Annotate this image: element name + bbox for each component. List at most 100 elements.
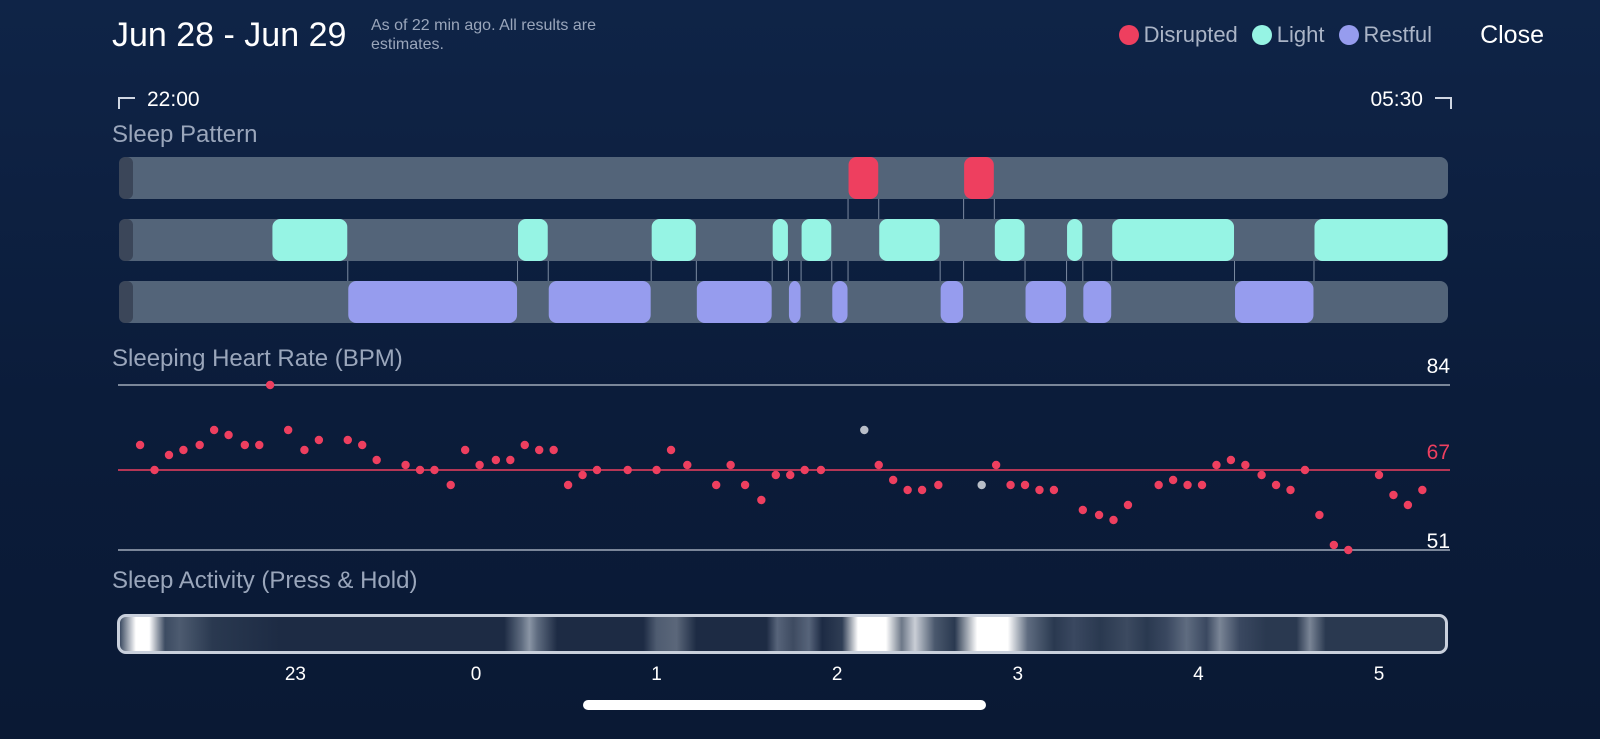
heart-rate-point xyxy=(1049,485,1059,495)
hour-tick-label: 5 xyxy=(1373,664,1385,685)
light-segment xyxy=(994,219,1025,261)
heart-rate-point xyxy=(1344,545,1353,555)
restful-dot-icon xyxy=(1338,25,1359,45)
hour-tick-label: 4 xyxy=(1193,664,1204,685)
heart-rate-point xyxy=(1329,540,1339,550)
heart-rate-point xyxy=(164,450,174,460)
hour-tick-label: 1 xyxy=(651,664,662,685)
sleep-pattern-chart xyxy=(119,157,1448,323)
sleep-activity-title: Sleep Activity (Press & Hold) xyxy=(112,567,418,594)
sleep-activity-bar[interactable] xyxy=(117,614,1448,654)
restful-segment xyxy=(1083,281,1112,323)
heart-rate-peak-point xyxy=(265,380,275,390)
heart-rate-point xyxy=(535,445,544,455)
heart-rate-point xyxy=(446,480,455,490)
heart-rate-title: Sleeping Heart Rate (BPM) xyxy=(112,345,403,372)
heart-rate-point xyxy=(683,460,692,470)
end-bracket-icon xyxy=(1435,97,1452,109)
heart-rate-point xyxy=(135,440,145,450)
heart-rate-point xyxy=(1257,470,1266,480)
legend-item-restful: Restful xyxy=(1338,22,1432,48)
light-dot-icon xyxy=(1251,25,1272,45)
heart-rate-point xyxy=(592,465,602,475)
heart-rate-point xyxy=(800,465,809,475)
disrupted-dot-icon xyxy=(1118,25,1139,45)
heart-rate-point xyxy=(1418,485,1427,495)
heart-rate-point xyxy=(786,470,795,480)
heart-rate-point xyxy=(757,495,766,505)
light-segment xyxy=(1067,219,1083,261)
light-segment xyxy=(879,219,940,261)
heart-rate-point xyxy=(314,435,324,445)
light-segment xyxy=(518,219,548,261)
legend: Disrupted Light Restful xyxy=(1118,22,1432,48)
legend-item-light: Light xyxy=(1251,22,1325,48)
restful-segment xyxy=(788,281,801,323)
heart-rate-point xyxy=(343,435,352,445)
heart-rate-point xyxy=(179,445,188,455)
heart-rate-point xyxy=(1197,480,1207,490)
heart-rate-point xyxy=(1315,510,1324,520)
heart-rate-point xyxy=(506,455,515,465)
light-segment xyxy=(772,219,788,261)
track-end-cap xyxy=(119,219,133,261)
heart-rate-gray-point xyxy=(860,425,869,435)
start-time-label: 22:00 xyxy=(147,88,200,111)
heart-rate-point xyxy=(255,440,264,450)
heart-rate-point xyxy=(578,470,587,480)
heart-rate-point xyxy=(1183,480,1192,490)
heart-rate-point xyxy=(300,445,309,455)
heart-rate-point xyxy=(652,465,661,475)
heart-rate-point xyxy=(415,465,425,475)
heart-rate-point xyxy=(1300,465,1310,475)
light-segment xyxy=(1314,219,1448,261)
light-segment xyxy=(272,219,348,261)
sleep-pattern-track xyxy=(119,157,1448,199)
heart-rate-point xyxy=(903,485,912,495)
heart-rate-min-label: 51 xyxy=(1426,530,1450,553)
heart-rate-point xyxy=(816,465,826,475)
heart-rate-point xyxy=(623,465,632,475)
heart-rate-chart xyxy=(118,380,1450,555)
heart-rate-max-label: 84 xyxy=(1426,355,1450,378)
home-indicator[interactable] xyxy=(583,700,986,710)
hour-tick-label: 2 xyxy=(831,664,843,685)
heart-rate-point xyxy=(1212,460,1221,470)
heart-rate-point xyxy=(520,440,529,450)
track-end-cap xyxy=(119,157,133,199)
heart-rate-point xyxy=(711,480,721,490)
heart-rate-point xyxy=(1006,480,1015,490)
heart-rate-point xyxy=(1078,505,1088,515)
heart-rate-point xyxy=(358,440,367,450)
heart-rate-point xyxy=(209,425,219,435)
heart-rate-point xyxy=(430,465,439,475)
legend-label-disrupted: Disrupted xyxy=(1143,22,1238,47)
heart-rate-point xyxy=(1154,480,1163,490)
end-time-label: 05:30 xyxy=(1370,88,1423,111)
heart-rate-point xyxy=(1123,500,1133,510)
restful-segment xyxy=(696,281,772,323)
heart-rate-point xyxy=(1168,475,1178,485)
heart-rate-point xyxy=(491,455,501,465)
legend-item-disrupted: Disrupted xyxy=(1118,22,1238,48)
heart-rate-point xyxy=(1389,490,1398,500)
heart-rate-point xyxy=(874,460,883,470)
heart-rate-point xyxy=(460,445,470,455)
disrupted-segment xyxy=(964,157,994,199)
start-bracket-icon xyxy=(118,97,135,109)
heart-rate-point xyxy=(1226,455,1236,465)
heart-rate-point xyxy=(240,440,250,450)
heart-rate-point xyxy=(917,485,927,495)
heart-rate-point xyxy=(740,480,750,490)
restful-segment xyxy=(548,281,651,323)
restful-segment xyxy=(940,281,964,323)
date-range-title: Jun 28 - Jun 29 xyxy=(112,16,347,54)
close-button[interactable]: Close xyxy=(1480,21,1544,49)
start-time: 22:00 xyxy=(118,88,200,112)
light-segment xyxy=(801,219,832,261)
hour-tick-label: 3 xyxy=(1012,664,1024,685)
heart-rate-point xyxy=(195,440,204,450)
legend-label-restful: Restful xyxy=(1363,22,1432,47)
heart-rate-point xyxy=(1109,515,1118,525)
heart-rate-point xyxy=(888,475,898,485)
